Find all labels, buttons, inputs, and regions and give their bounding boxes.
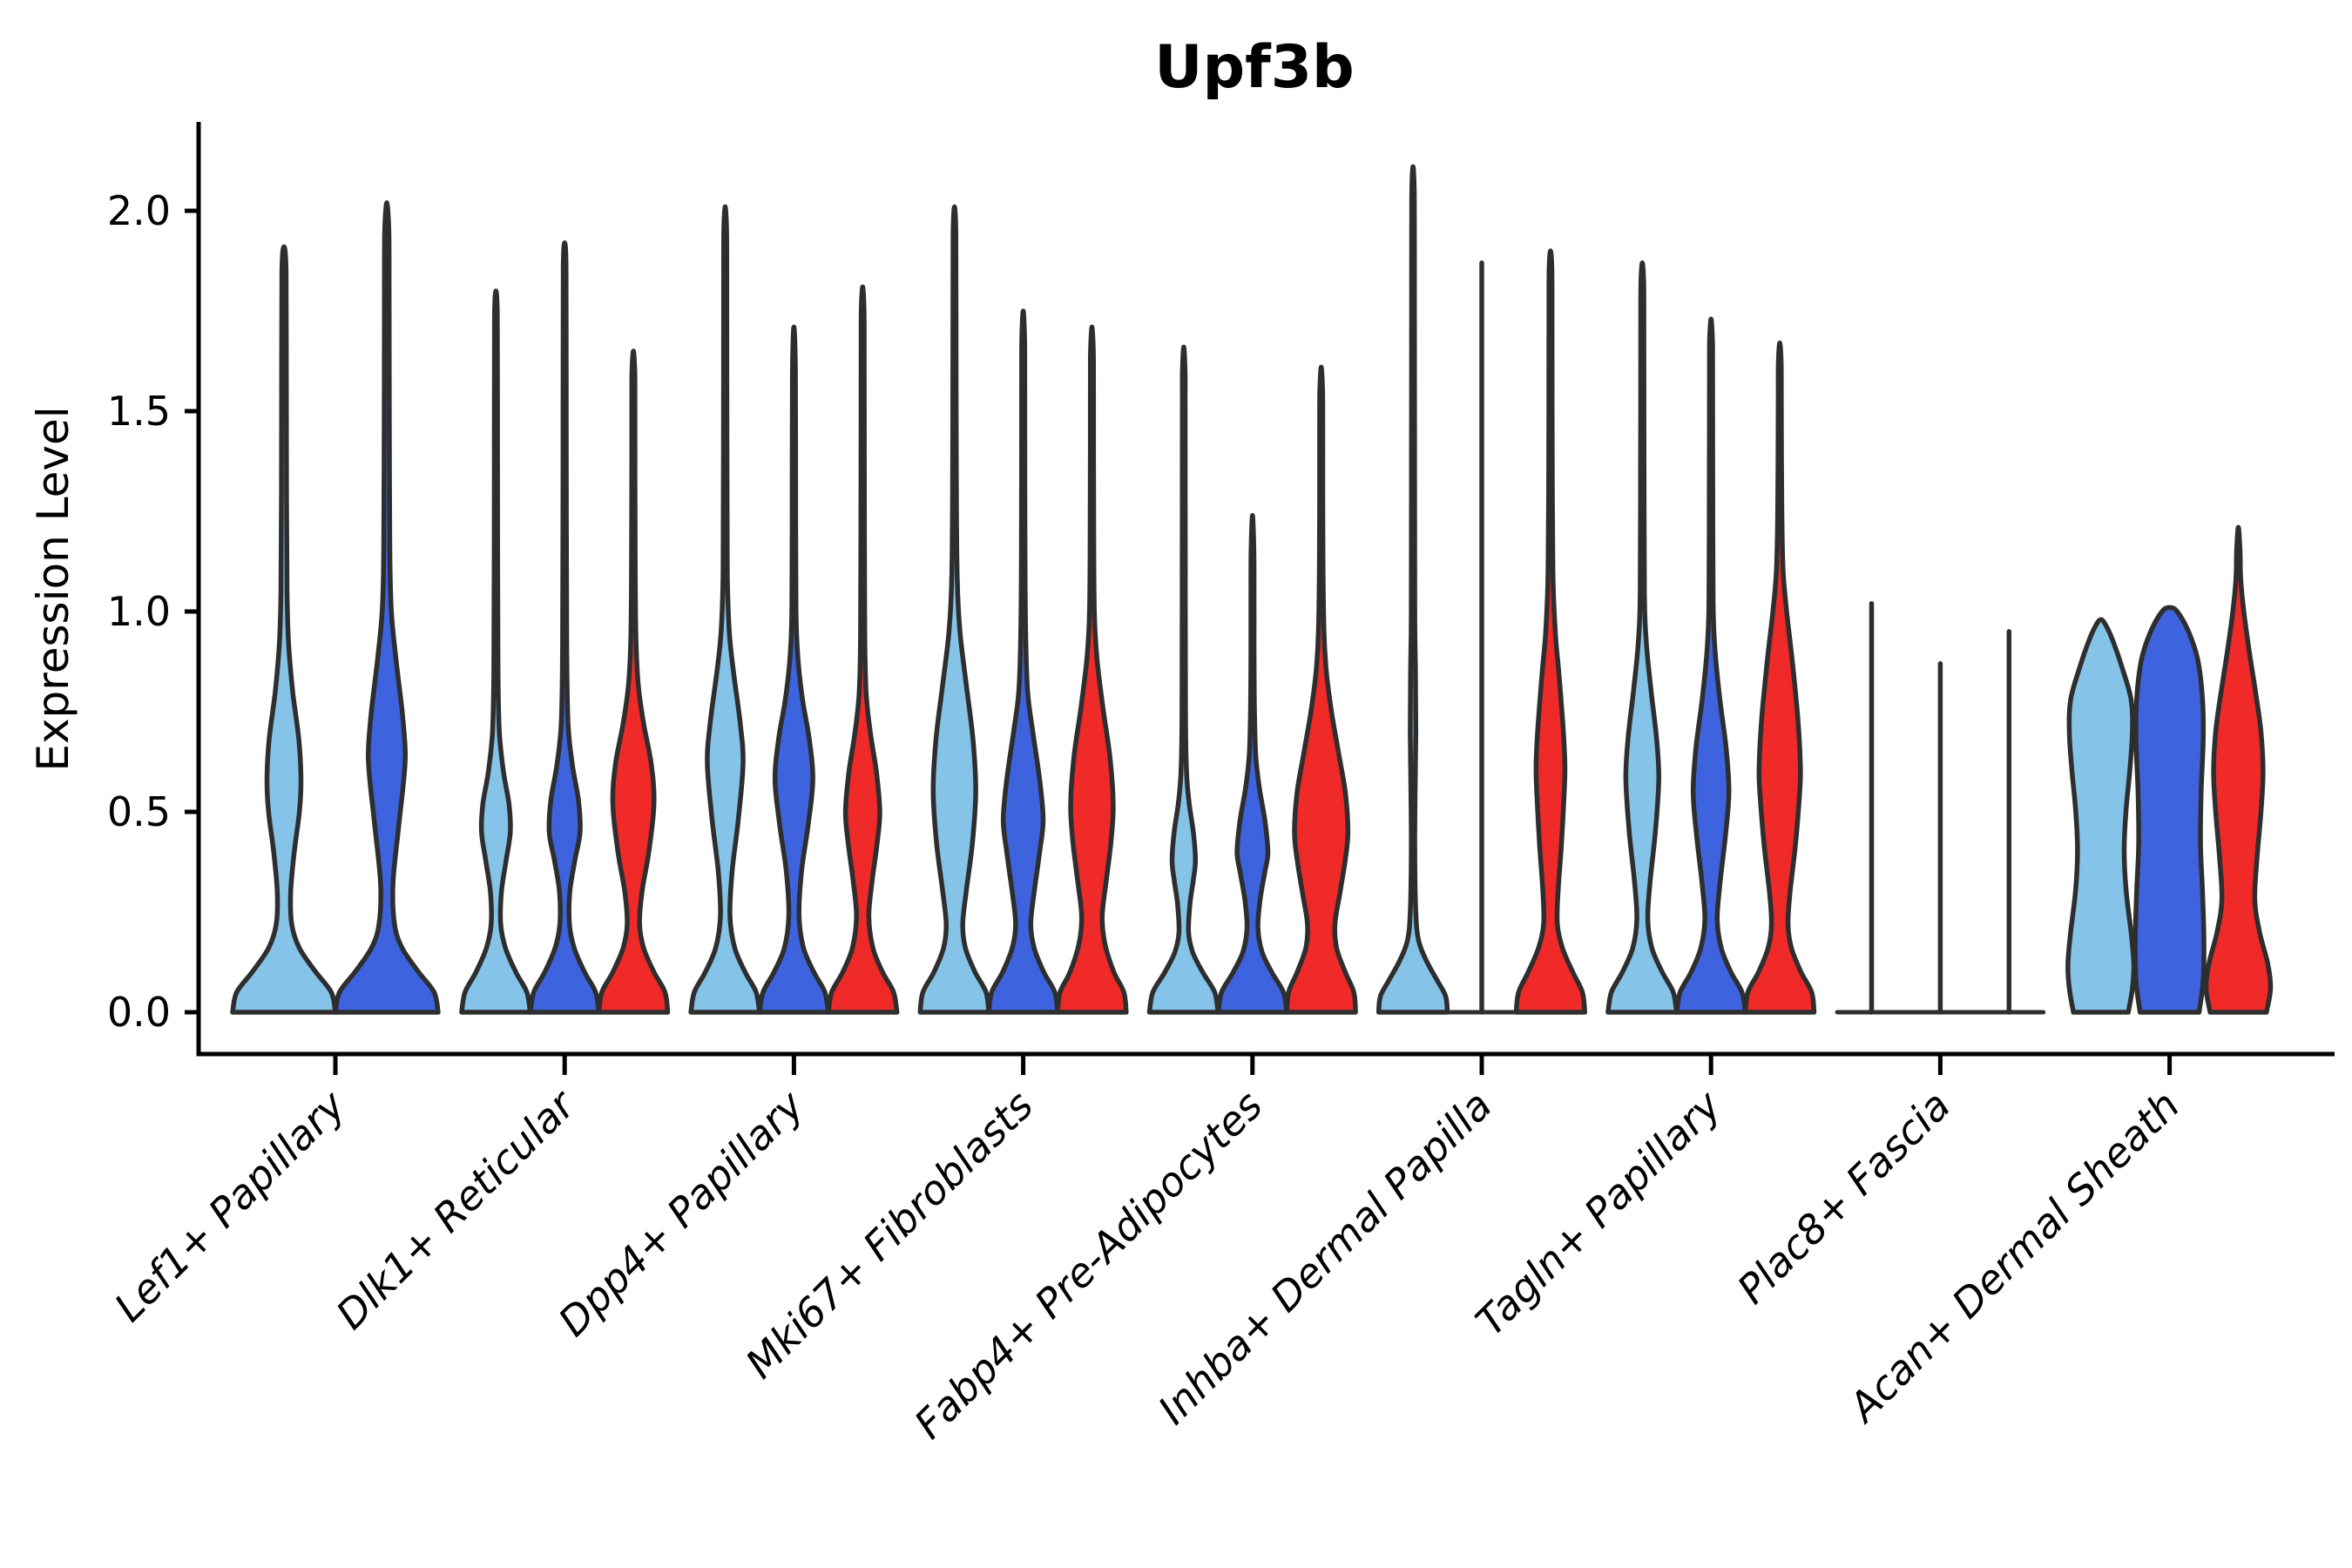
violin-Dlk1-Reticular-light_blue (459, 288, 533, 1015)
violin-Dpp4-Papillary-dark_blue (757, 324, 831, 1015)
x-tick-label: Tagln+ Papillary (1467, 1081, 1731, 1345)
y-tick-label: 2.0 (107, 187, 171, 234)
violin-Lef1-Papillary-light_blue (230, 244, 338, 1015)
violin-Mki67-Fibroblasts-light_blue (917, 204, 991, 1015)
violin-Dpp4-Papillary-red (826, 284, 900, 1015)
x-tick-label: Lef1+ Papillary (105, 1081, 355, 1330)
chart-title: Upf3b (1154, 33, 1354, 102)
y-axis-ticks: 0.0 0.5 1.0 1.5 2.0 (107, 187, 199, 1036)
violin-Inhba-Dermal-Papilla-light_blue (1375, 164, 1450, 1015)
y-axis-label: Expression Level (28, 406, 78, 771)
violin-Tagln-Papillary-light_blue (1605, 260, 1680, 1015)
violin-Lef1-Papillary-dark_blue (333, 200, 441, 1015)
violin-Inhba-Dermal-Papilla-red (1513, 248, 1588, 1015)
y-tick-label: 0.0 (107, 989, 171, 1036)
x-tick-label: Dpp4+ Papillary (550, 1081, 814, 1345)
y-tick-label: 0.5 (107, 788, 171, 835)
violin-Acan-Dermal-Sheath-dark_blue (2132, 605, 2207, 1015)
violin-Mki67-Fibroblasts-red (1055, 324, 1129, 1015)
violin-Mki67-Fibroblasts-dark_blue (986, 308, 1060, 1015)
y-tick-label: 1.0 (107, 588, 171, 635)
violin-layer (230, 164, 2274, 1015)
violin-Tagln-Papillary-dark_blue (1674, 316, 1748, 1015)
violin-Acan-Dermal-Sheath-red (2203, 524, 2274, 1015)
y-tick-label: 1.5 (107, 388, 171, 435)
violin-Dlk1-Reticular-red (596, 348, 671, 1015)
violin-Dlk1-Reticular-dark_blue (528, 240, 602, 1015)
violin-Fabp4-Pre-Adipocytes-dark_blue (1215, 512, 1289, 1015)
violin-Tagln-Papillary-red (1742, 341, 1817, 1015)
x-tick-label: Dlk1+ Reticular (327, 1079, 585, 1338)
violin-Fabp4-Pre-Adipocytes-red (1284, 364, 1358, 1015)
violin-Acan-Dermal-Sheath-light_blue (2065, 617, 2137, 1015)
violin-Fabp4-Pre-Adipocytes-light_blue (1146, 344, 1221, 1015)
violin-Dpp4-Papillary-light_blue (688, 204, 762, 1015)
x-tick-label: Plac8+ Fascia (1728, 1082, 1959, 1313)
